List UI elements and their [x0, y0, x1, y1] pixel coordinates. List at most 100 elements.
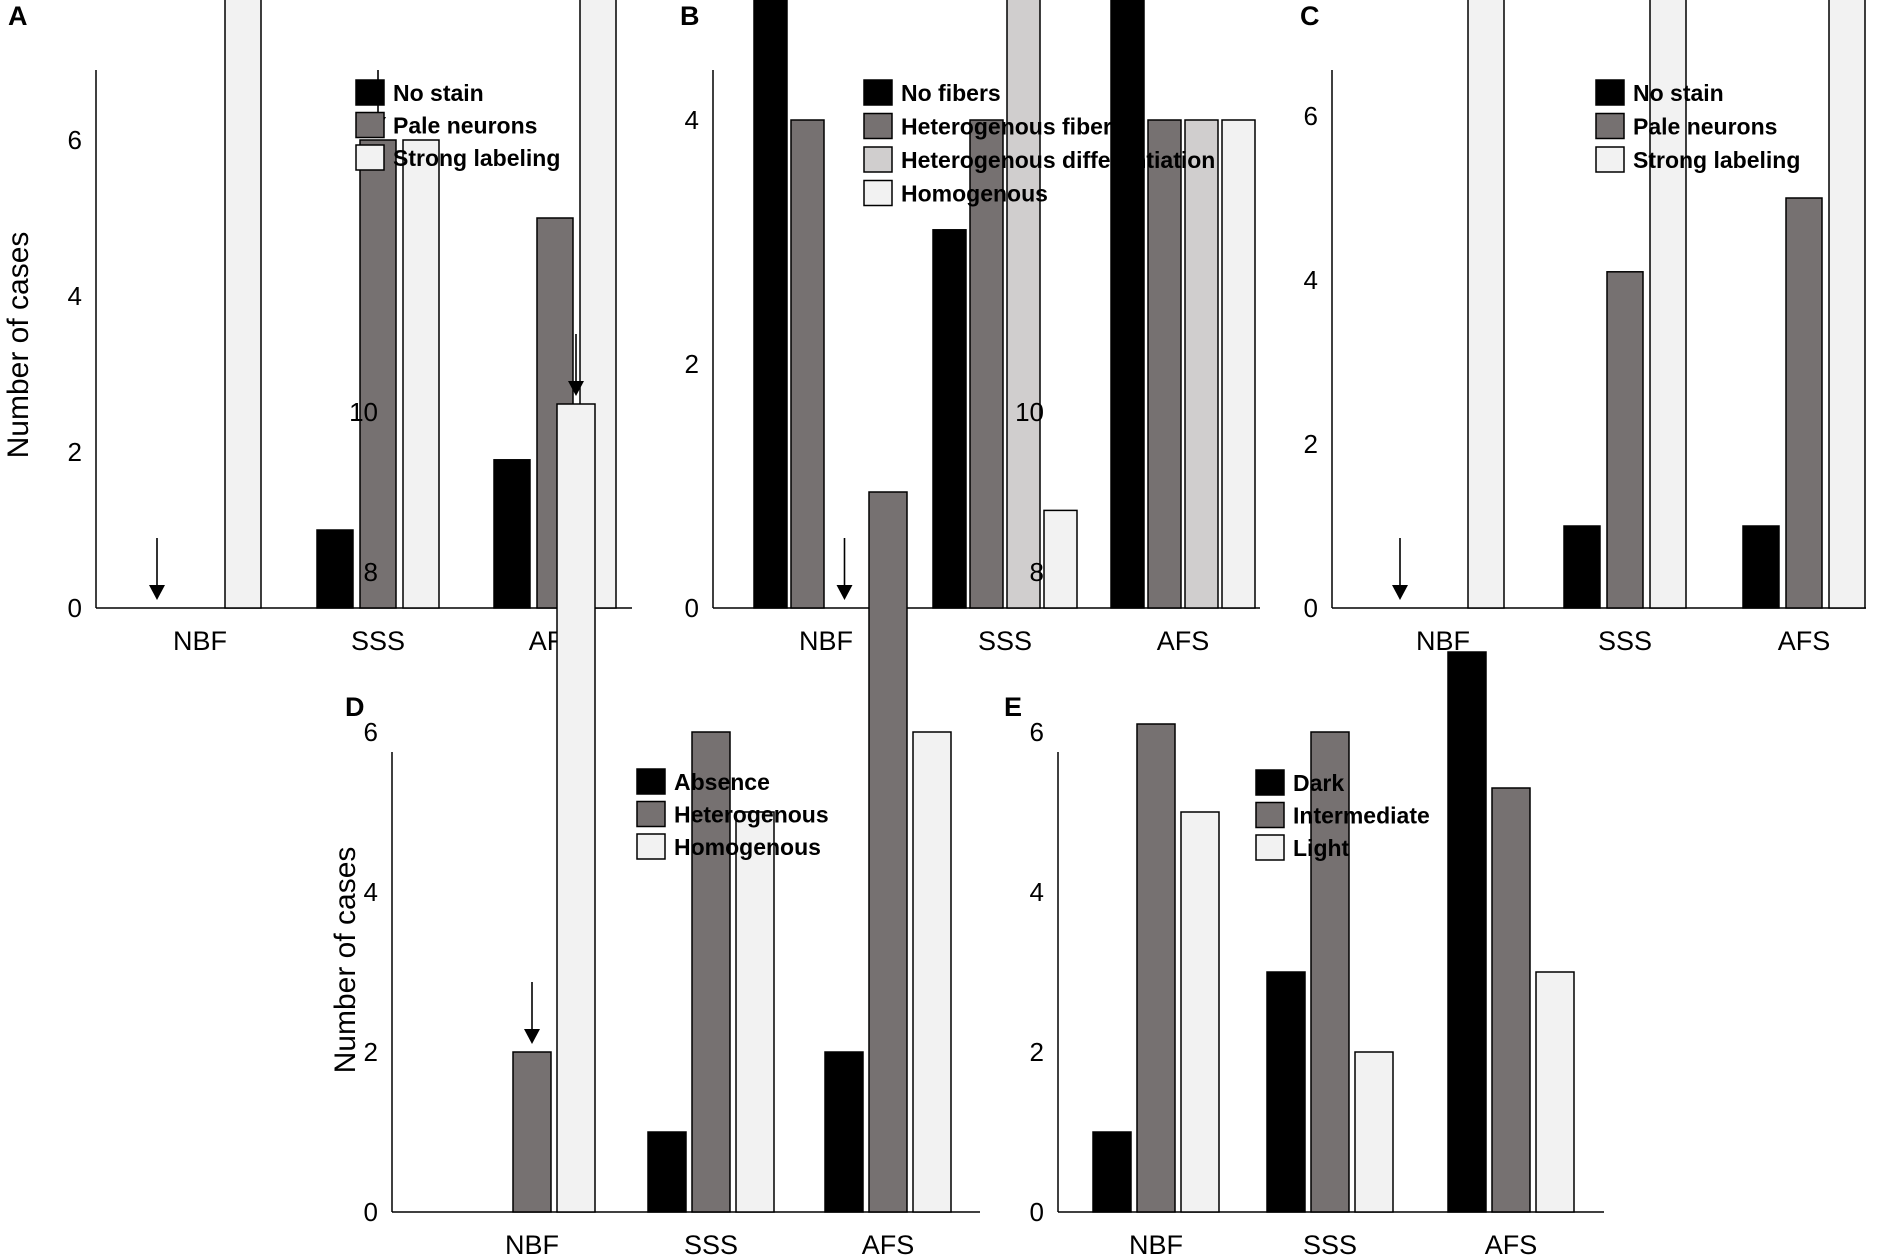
legend-label: Pale neurons [1633, 114, 1777, 140]
arrow-head-icon [524, 1029, 540, 1044]
legend-label: Homogenous [674, 834, 821, 860]
legend-label: No stain [393, 80, 484, 106]
legend-swatch [1255, 801, 1285, 829]
legend-swatch [863, 179, 893, 207]
y-tick-label: 10 [349, 397, 378, 427]
legend-swatch [355, 144, 385, 171]
legend-label: No stain [1633, 80, 1724, 106]
x-tick-label: SSS [1598, 626, 1652, 656]
legend-label: Homogenous [901, 181, 1048, 207]
bar-no-stain-sss [1563, 525, 1601, 609]
panel-label: A [8, 1, 28, 31]
legend-swatch [636, 800, 666, 828]
bar-homogenous-sss [1043, 509, 1078, 609]
legend-swatch [863, 146, 893, 173]
legend-label: Heterogenous differentiation [901, 147, 1215, 173]
legend-swatch [1595, 79, 1625, 106]
legend-swatch [1255, 769, 1285, 796]
legend: No stain Pale neurons Strong labeling [355, 79, 560, 171]
legend-label: Pale neurons [393, 113, 537, 139]
bar-heterogenous-differentiation-afs [1184, 119, 1219, 609]
bar-strong-labeling-sss [402, 139, 440, 609]
legend-swatch [1255, 834, 1285, 861]
bar-no-stain-afs [1742, 525, 1780, 609]
legend-label: Absence [674, 769, 770, 795]
bar-strong-labeling-nbf [224, 0, 262, 609]
x-tick-label: AFS [862, 1230, 915, 1260]
bar-heterogenous-fibers-nbf [790, 119, 825, 609]
legend-label: Strong labeling [1633, 147, 1800, 173]
legend-label: Intermediate [1293, 803, 1430, 829]
legend-swatch [636, 768, 666, 795]
y-tick-label: 0 [685, 593, 699, 623]
y-tick-label: 0 [364, 1197, 378, 1227]
legend-swatch [355, 111, 385, 139]
legend-swatch [1595, 146, 1625, 173]
y-tick-label: 6 [68, 125, 82, 155]
bar-homogenous-afs [1221, 119, 1256, 609]
bar-dark-sss [1266, 971, 1306, 1213]
panel-label: D [345, 692, 365, 722]
bar-heterogenous-afs [868, 491, 908, 1213]
legend: Absence Heterogenous Homogenous [636, 768, 829, 860]
x-tick-label: NBF [1129, 1230, 1183, 1260]
x-tick-label: NBF [173, 626, 227, 656]
y-axis-label: Number of cases [2, 232, 35, 459]
bar-homogenous-sss [735, 811, 775, 1213]
arrow-head-icon [836, 585, 853, 600]
x-tick-label: NBF [799, 626, 853, 656]
y-tick-label: 4 [364, 877, 378, 907]
bar-light-afs [1535, 971, 1575, 1213]
y-tick-label: 8 [364, 557, 378, 587]
x-tick-label: AFS [1157, 626, 1210, 656]
bar-absence-afs [824, 1051, 864, 1213]
bar-strong-labeling-afs [1828, 0, 1866, 609]
y-tick-label: 10 [1015, 397, 1044, 427]
x-tick-label: NBF [505, 1230, 559, 1260]
legend-swatch [863, 112, 893, 140]
x-tick-label: SSS [351, 626, 405, 656]
y-tick-label: 2 [685, 349, 699, 379]
legend-swatch [1595, 112, 1625, 140]
panel-label: B [680, 1, 700, 31]
y-axis-label: Number of cases [329, 847, 362, 1074]
legend-label: Heterogenous [674, 802, 829, 828]
arrow-head-icon [149, 585, 165, 600]
legend-swatch [636, 833, 666, 860]
bar-dark-afs [1447, 651, 1487, 1213]
legend: No stain Pale neurons Strong labeling [1595, 79, 1800, 173]
arrow-head-icon [568, 381, 584, 396]
bar-no-stain-sss [316, 529, 354, 609]
bar-homogenous-nbf [556, 403, 596, 1213]
x-tick-label: AFS [1485, 1230, 1538, 1260]
y-tick-label: 6 [1304, 101, 1318, 131]
legend-label: No fibers [901, 80, 1001, 106]
bar-light-nbf [1180, 811, 1220, 1213]
bar-absence-sss [647, 1131, 687, 1213]
legend: Dark Intermediate Light [1255, 769, 1430, 861]
legend-label: Heterogenous fibers [901, 114, 1125, 140]
legend: No fibers Heterogenous fibers Heterogenous… [863, 79, 1215, 207]
panel-label: E [1004, 692, 1022, 722]
bar-strong-labeling-nbf [1467, 0, 1505, 609]
y-tick-label: 0 [1030, 1197, 1044, 1227]
x-tick-label: NBF [1416, 626, 1470, 656]
bar-intermediate-afs [1491, 787, 1531, 1213]
bar-heterogenous-fibers-afs [1147, 119, 1182, 609]
bar-strong-labeling-sss [1649, 0, 1687, 609]
legend-label: Dark [1293, 770, 1344, 796]
bar-pale-neurons-sss [1606, 271, 1644, 609]
legend-label: Strong labeling [393, 145, 560, 171]
y-tick-label: 4 [685, 105, 699, 135]
legend-swatch [355, 79, 385, 106]
y-tick-label: 4 [1030, 877, 1044, 907]
bar-intermediate-nbf [1136, 723, 1176, 1213]
bar-heterogenous-differentiation-sss [1006, 0, 1041, 609]
x-tick-label: SSS [978, 626, 1032, 656]
y-tick-label: 2 [1304, 429, 1318, 459]
y-tick-label: 2 [364, 1037, 378, 1067]
y-tick-label: 6 [364, 717, 378, 747]
y-tick-label: 0 [1304, 593, 1318, 623]
